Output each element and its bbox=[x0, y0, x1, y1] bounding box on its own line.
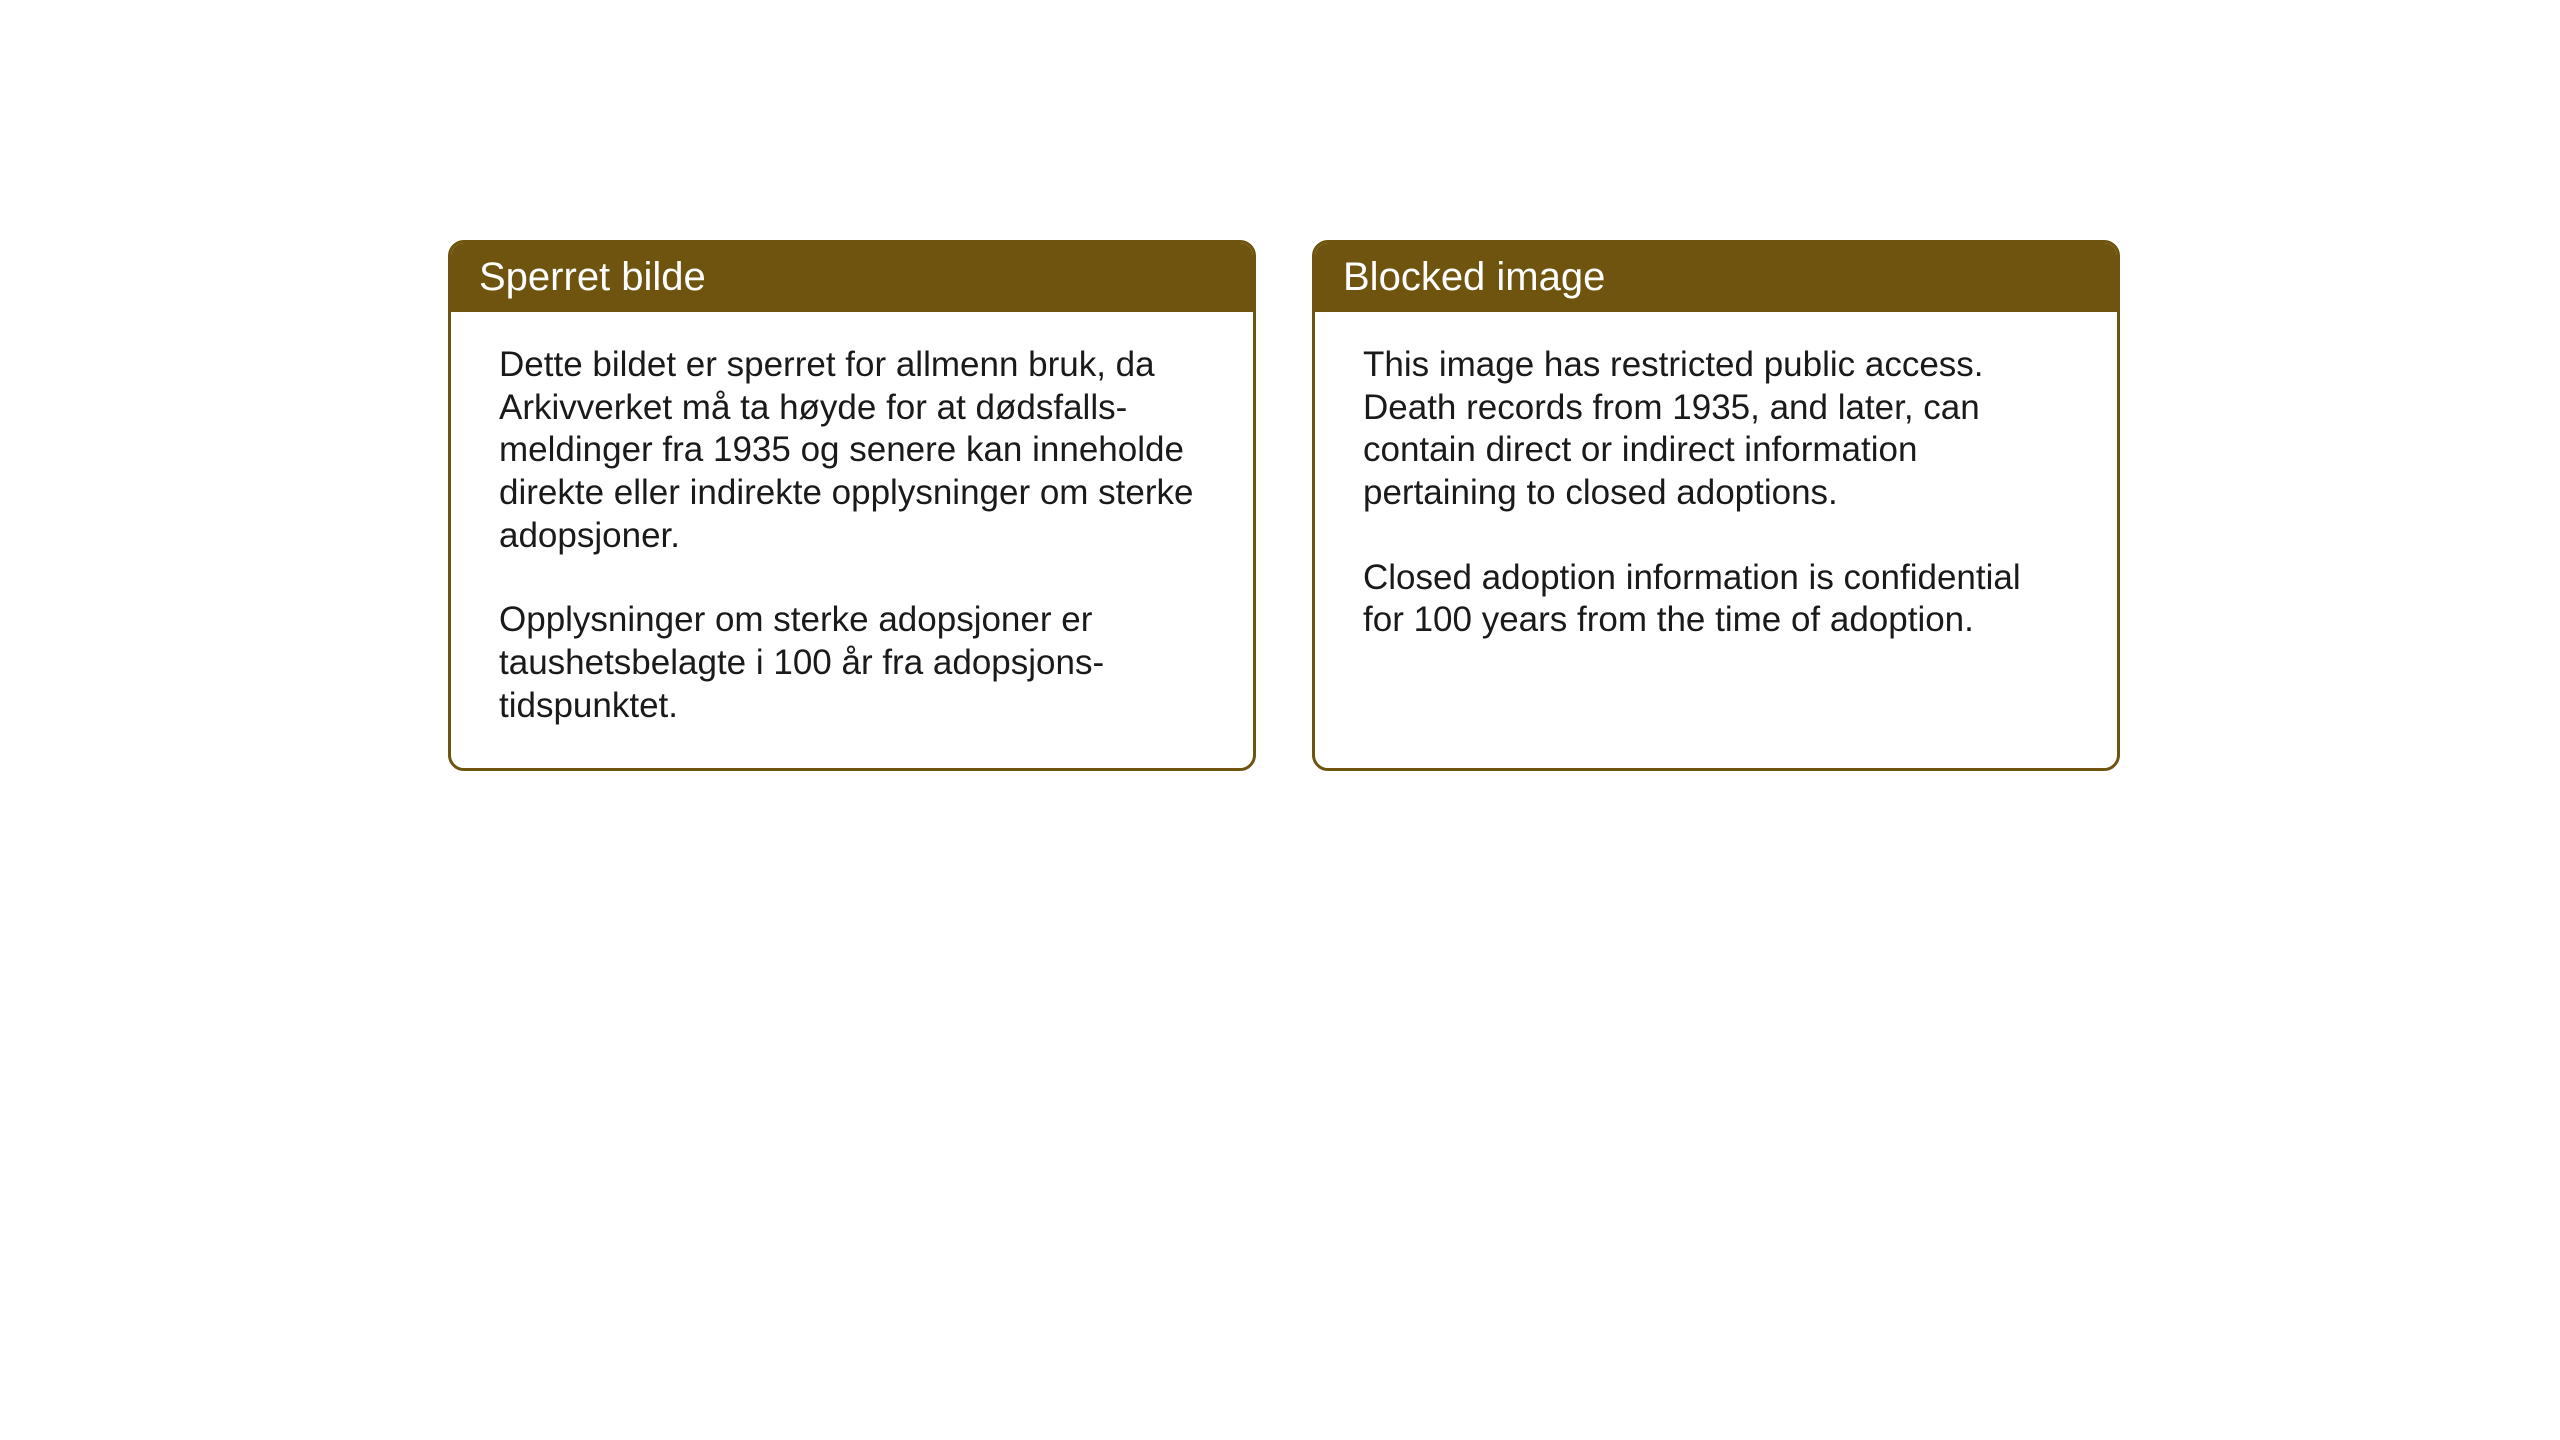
card-english: Blocked image This image has restricted … bbox=[1312, 240, 2120, 771]
card-body-norwegian: Dette bildet er sperret for allmenn bruk… bbox=[451, 312, 1253, 768]
card-header-norwegian: Sperret bilde bbox=[451, 243, 1253, 312]
card-paragraph-1-english: This image has restricted public access.… bbox=[1363, 344, 2069, 515]
cards-container: Sperret bilde Dette bildet er sperret fo… bbox=[448, 240, 2120, 771]
card-norwegian: Sperret bilde Dette bildet er sperret fo… bbox=[448, 240, 1256, 771]
card-body-english: This image has restricted public access.… bbox=[1315, 312, 2117, 732]
card-header-english: Blocked image bbox=[1315, 243, 2117, 312]
card-paragraph-2-english: Closed adoption information is confident… bbox=[1363, 557, 2069, 642]
card-paragraph-2-norwegian: Opplysninger om sterke adopsjoner er tau… bbox=[499, 599, 1205, 727]
card-title-english: Blocked image bbox=[1343, 255, 1605, 299]
card-title-norwegian: Sperret bilde bbox=[479, 255, 706, 299]
card-paragraph-1-norwegian: Dette bildet er sperret for allmenn bruk… bbox=[499, 344, 1205, 557]
